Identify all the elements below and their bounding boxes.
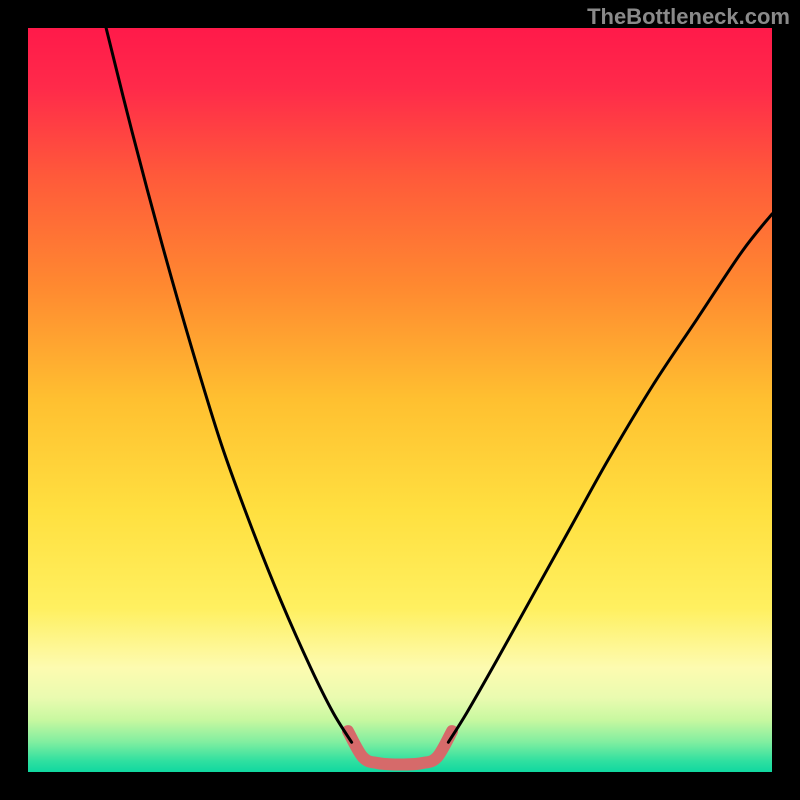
chart-frame: TheBottleneck.com xyxy=(0,0,800,800)
gradient-background xyxy=(28,28,772,772)
plot-area xyxy=(28,28,772,772)
watermark-text: TheBottleneck.com xyxy=(587,4,790,30)
bottleneck-curve-chart xyxy=(28,28,772,772)
